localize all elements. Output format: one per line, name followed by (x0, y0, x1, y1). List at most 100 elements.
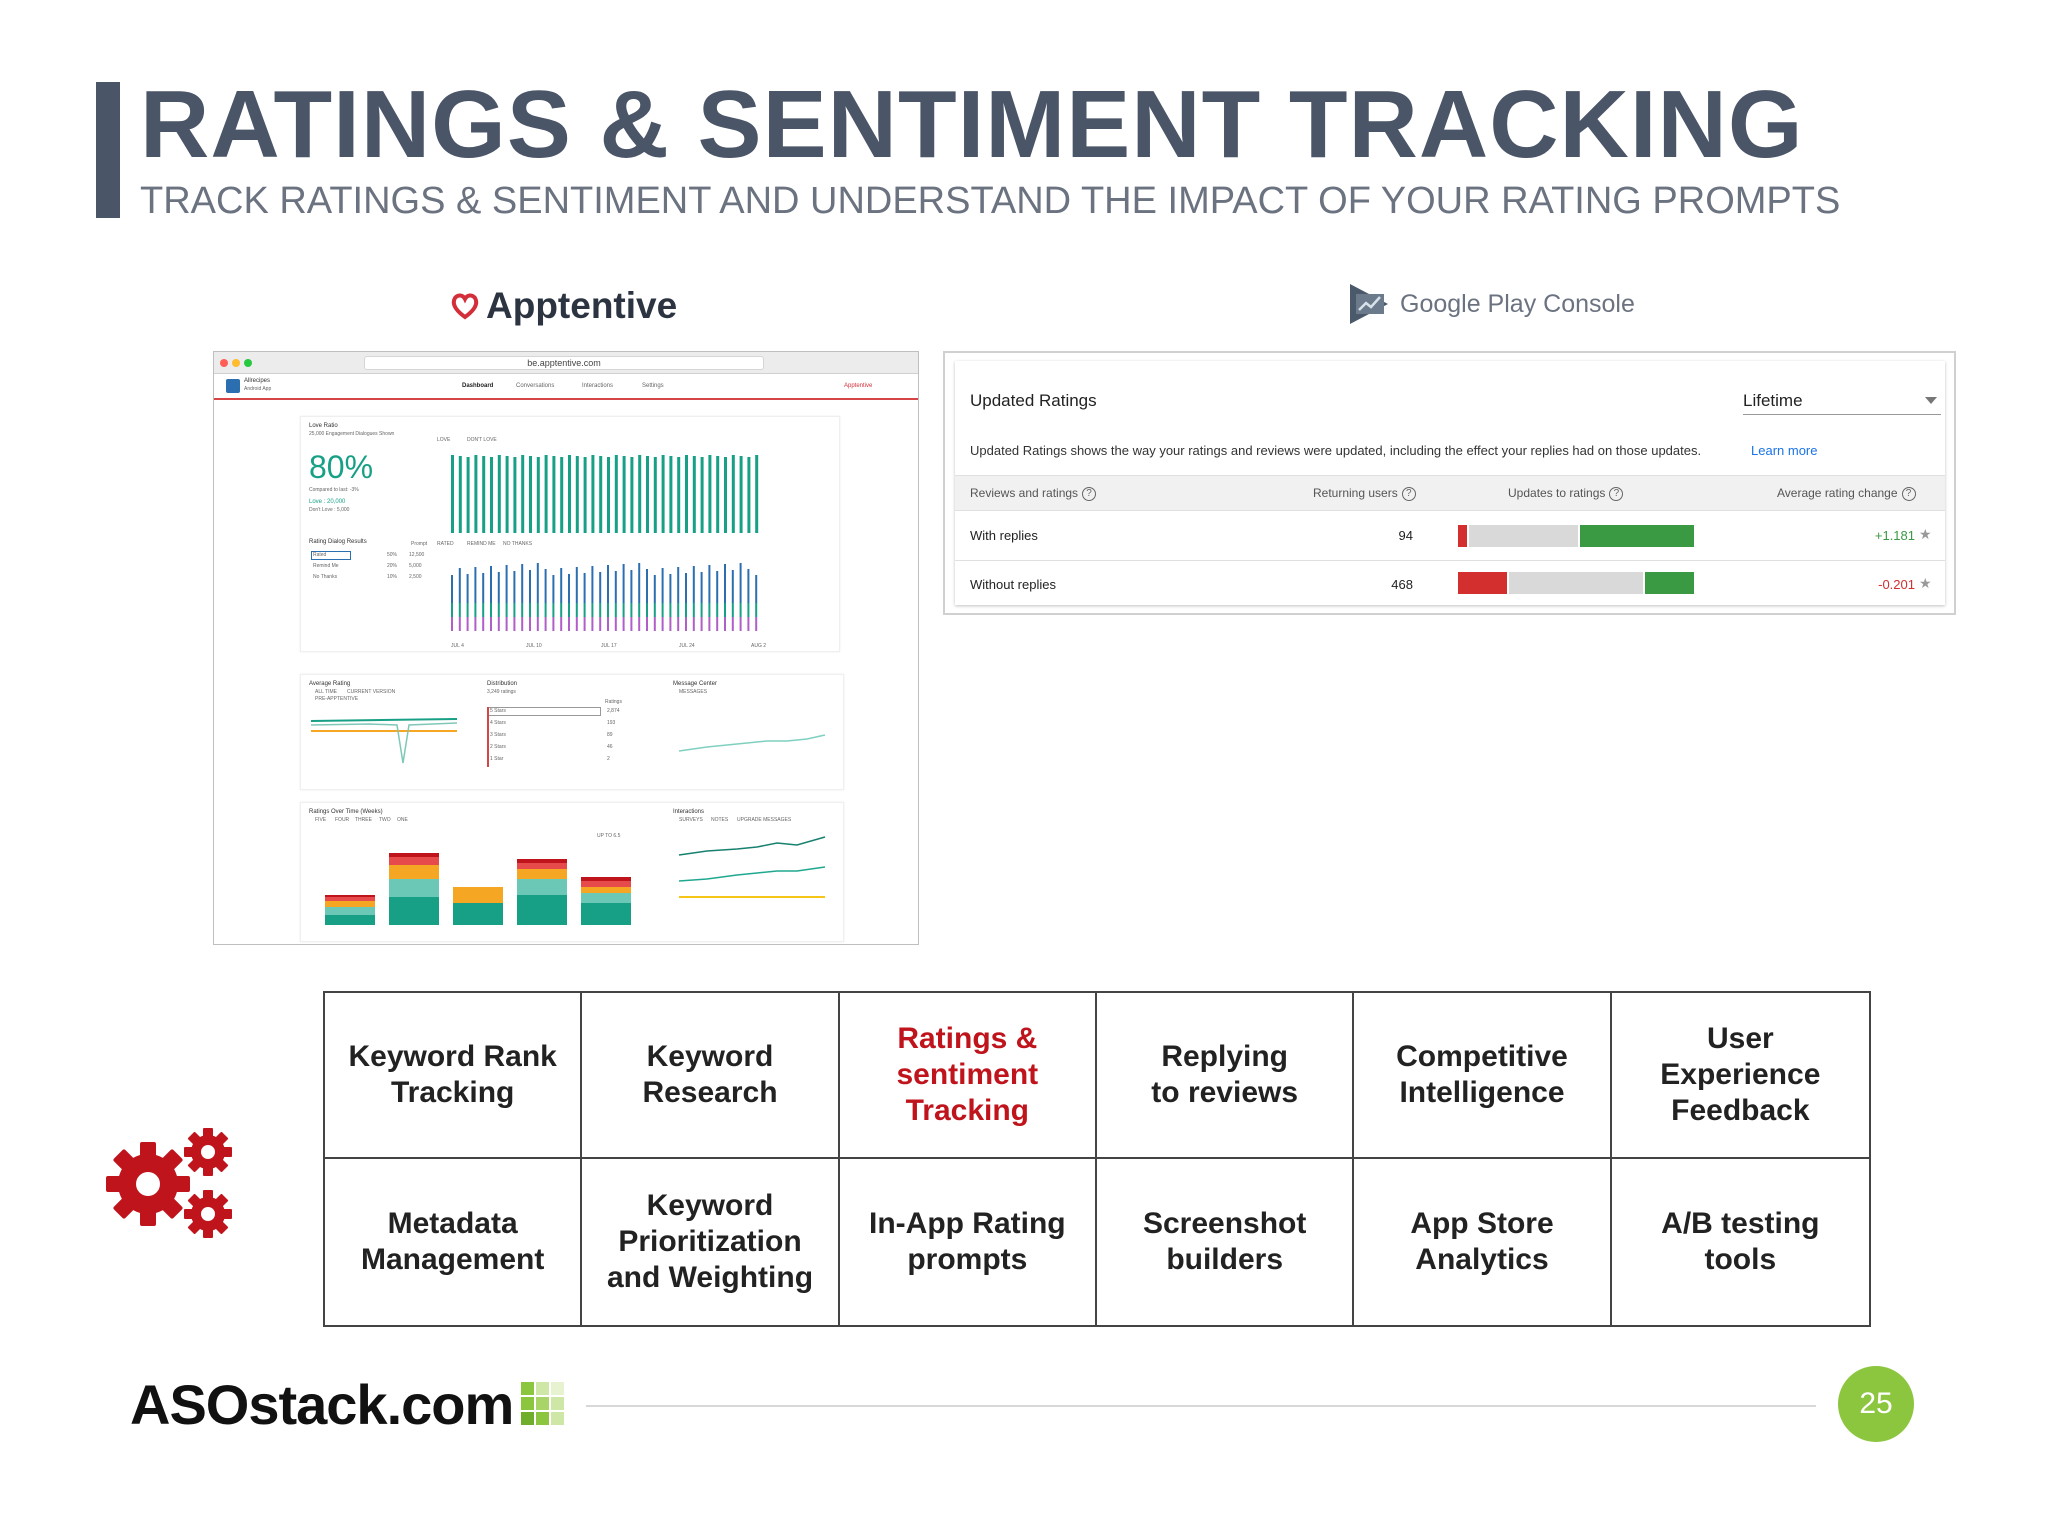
no-thanks-bar (731, 617, 734, 631)
rating-stack-segment (325, 897, 375, 901)
no-thanks-bar (521, 617, 524, 631)
rated-bar (685, 573, 687, 603)
rating-stack-segment (389, 853, 439, 857)
brand-squares-icon (521, 1382, 564, 1425)
love-bar (466, 457, 470, 533)
browser-url-bar[interactable]: be.apptentive.com (364, 356, 764, 370)
feature-cell: Metadata Management (325, 1159, 583, 1325)
column-header: Reviews and ratings? (970, 486, 1097, 501)
apptentive-heart-icon (451, 293, 479, 320)
distribution-subtitle: 3,249 ratings (487, 689, 516, 695)
google-play-console-logo-text: Google Play Console (1400, 289, 1635, 318)
remind-bar (677, 603, 680, 617)
feature-cell: Competitive Intelligence (1354, 993, 1612, 1159)
feature-cell: Replying to reviews (1097, 993, 1355, 1159)
column-header-label: Returning users (1313, 486, 1398, 500)
remind-bar (536, 603, 539, 617)
date-range-dropdown[interactable]: Lifetime (1743, 389, 1941, 415)
table-row: Without replies 468 -0.201 ★ (955, 561, 1945, 605)
love-bar (661, 455, 665, 533)
rot-legend-item: ONE (397, 817, 408, 823)
minimize-window-icon[interactable] (232, 359, 240, 367)
star-icon: ★ (1919, 526, 1932, 542)
rated-bar (521, 564, 524, 603)
rating-dialog-col: Prompt (411, 541, 428, 547)
remind-bar (513, 603, 516, 617)
interactions-line-chart (678, 836, 826, 898)
close-window-icon[interactable] (220, 359, 228, 367)
no-thanks-bar (630, 617, 633, 631)
help-icon[interactable]: ? (1401, 486, 1416, 501)
remind-bar (653, 603, 656, 617)
distribution-row-count: 89 (607, 732, 613, 738)
remind-bar (497, 603, 500, 617)
no-thanks-bar (700, 617, 703, 631)
help-icon[interactable]: ? (1901, 486, 1916, 501)
no-thanks-bar (451, 617, 453, 631)
feature-cell: A/B testing tools (1661, 1207, 1820, 1276)
learn-more-link[interactable]: Learn more (1751, 443, 1818, 458)
messages-line (678, 734, 826, 752)
feature-cell: Screenshot builders (1097, 1159, 1355, 1325)
average-rating-title: Average Rating (309, 681, 351, 687)
feature-cell: App Store Analytics (1354, 1159, 1612, 1325)
legend-no-thanks: NO THANKS (503, 541, 533, 547)
no-thanks-bar (669, 617, 672, 631)
legend-dont-love: DON'T LOVE (467, 437, 497, 443)
love-ratio-panel: Love Ratio 25,000 Engagement Dialogues S… (300, 416, 840, 652)
help-icon[interactable]: ? (1609, 486, 1624, 501)
love-ratio-note: Compared to last: -3% (309, 487, 359, 493)
rated-bar (451, 575, 453, 603)
love-bar (529, 456, 532, 533)
rated-bar (669, 574, 672, 603)
updates-to-ratings-bar (1458, 525, 1696, 547)
chevron-down-icon (1925, 397, 1937, 404)
rated-bar (653, 575, 656, 603)
love-ratio-title: Love Ratio (309, 423, 338, 429)
love-count: Love : 20,000 (309, 499, 346, 505)
table-header-row: Reviews and ratings? Returning users? Up… (955, 475, 1945, 511)
column-header-label: Reviews and ratings (970, 486, 1079, 500)
rated-bar (568, 574, 570, 603)
remind-bar (708, 603, 711, 617)
app-platform: Android App (244, 386, 272, 392)
maximize-window-icon[interactable] (244, 359, 252, 367)
rating-stack-segment (325, 895, 375, 897)
tab-dashboard[interactable]: Dashboard (462, 383, 494, 389)
play-console-icon (1350, 284, 1388, 324)
love-bar (490, 457, 493, 533)
love-bar (544, 455, 548, 533)
average-rating-panel: Average Rating ALL TIME CURRENT VERSION … (300, 674, 844, 790)
rating-row-label: Rated (313, 552, 327, 558)
love-bar (692, 456, 696, 533)
apptentive-logo-text: Apptentive (486, 285, 678, 326)
rot-legend-item: FIVE (315, 817, 327, 823)
up-to-label: UP TO 6.5 (597, 833, 621, 839)
remind-bar (568, 603, 570, 617)
avg-legend-item: CURRENT VERSION (347, 689, 396, 695)
rating-stack-segment (389, 897, 439, 925)
google-play-updated-ratings-panel: Updated Ratings Lifetime Updated Ratings… (943, 351, 1956, 615)
ratings-over-time-stacked-chart (325, 853, 631, 925)
love-bar (614, 455, 618, 533)
rating-stack-segment (517, 895, 567, 925)
remind-bar (451, 603, 453, 617)
rated-bar (692, 566, 695, 603)
browser-toolbar: be.apptentive.com (214, 352, 918, 374)
remind-bar (544, 603, 547, 617)
tab-settings[interactable]: Settings (642, 383, 664, 389)
tab-conversations[interactable]: Conversations (516, 383, 555, 389)
love-bar (591, 455, 595, 533)
help-icon[interactable]: ? (1082, 486, 1097, 501)
rating-row-count: 2,500 (409, 574, 422, 580)
love-bar (451, 455, 454, 533)
rated-bar (591, 566, 594, 603)
rating-stack-segment (581, 887, 631, 893)
rating-stack-segment (581, 893, 631, 903)
no-thanks-bar (716, 617, 719, 631)
rated-bar (646, 569, 648, 603)
message-center-line-chart (678, 734, 826, 752)
tab-interactions[interactable]: Interactions (582, 383, 614, 389)
interactions-title: Interactions (673, 809, 705, 815)
rating-stack-segment (517, 879, 567, 895)
